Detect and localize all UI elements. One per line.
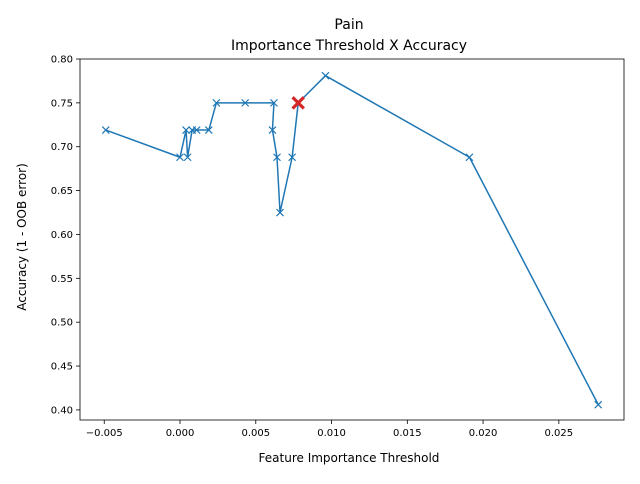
data-point-marker [594, 400, 603, 409]
data-point-marker [268, 126, 277, 134]
marker-stroke [176, 153, 184, 162]
data-point-marker [241, 98, 250, 107]
y-tick-label: 0.65 [51, 186, 73, 197]
y-tick-label: 0.60 [51, 230, 73, 241]
marker-stroke [212, 98, 221, 107]
marker-stroke [101, 126, 110, 134]
data-point-marker [204, 126, 213, 134]
x-tick-label: 0.025 [545, 428, 574, 439]
marker-stroke [183, 153, 192, 162]
marker-stroke [192, 126, 201, 134]
marker-stroke [321, 71, 330, 80]
marker-stroke [270, 98, 278, 107]
y-tick-label: 0.75 [51, 98, 73, 109]
marker-stroke [182, 126, 190, 134]
x-tick-label: 0.005 [241, 428, 270, 439]
marker-stroke [273, 153, 281, 162]
data-point-marker [212, 98, 221, 107]
data-point-marker [182, 126, 190, 134]
x-tick-label: 0.010 [317, 428, 346, 439]
series-line [105, 74, 599, 405]
x-tick-label: 0.000 [166, 428, 195, 439]
x-tick-label: 0.015 [393, 428, 422, 439]
marker-stroke [276, 208, 284, 217]
x-tick-label: 0.020 [469, 428, 498, 439]
data-point-marker [273, 153, 281, 162]
data-point-marker [183, 153, 192, 162]
data-point-marker [101, 126, 110, 134]
marker-stroke [204, 126, 213, 134]
y-tick-label: 0.80 [51, 55, 73, 66]
y-tick-label: 0.50 [51, 318, 73, 329]
chart-title: Pain [334, 17, 363, 33]
marker-stroke [465, 153, 474, 162]
data-point-marker [276, 208, 284, 217]
y-axis-label: Accuracy (1 - OOB error) [15, 163, 29, 311]
marker-stroke [268, 126, 277, 134]
x-axis-label: Feature Importance Threshold [259, 451, 440, 465]
data-point-marker [465, 153, 474, 162]
data-point-marker [288, 153, 297, 162]
x-tick-label: −0.005 [86, 428, 123, 439]
chart-subtitle: Importance Threshold X Accuracy [231, 38, 467, 54]
y-tick-label: 0.70 [51, 142, 73, 153]
data-point-marker [192, 126, 201, 134]
data-point-marker [270, 98, 278, 107]
data-point-marker [176, 153, 184, 162]
y-tick-label: 0.55 [51, 274, 73, 285]
highlight-stroke [291, 96, 305, 110]
y-tick-label: 0.45 [51, 362, 73, 373]
highlight-marker [291, 96, 305, 110]
marker-stroke [288, 153, 297, 162]
y-tick-label: 0.40 [51, 405, 73, 416]
plot-frame [79, 58, 625, 421]
data-point-marker [321, 71, 330, 80]
marker-stroke [594, 400, 603, 409]
marker-stroke [241, 98, 250, 107]
plot-area: −0.005 0.000 0.005 0.010 0.015 0.020 0.025 0.40… [51, 55, 625, 439]
